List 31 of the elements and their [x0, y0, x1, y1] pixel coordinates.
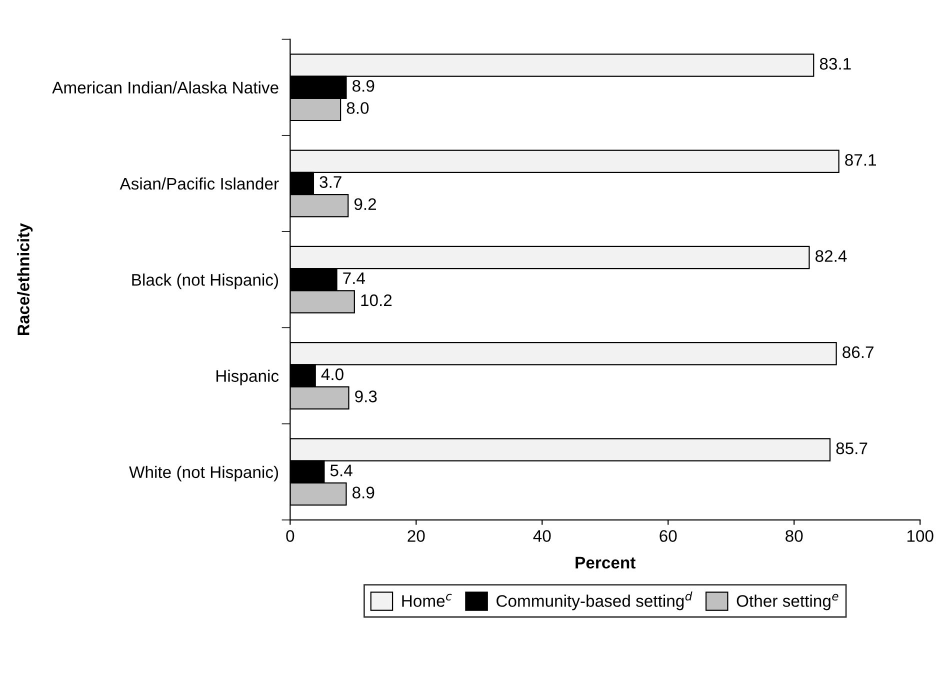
data-label: 3.7: [320, 176, 342, 188]
x-tick-label: 100: [907, 530, 934, 542]
x-axis-title: Percent: [576, 556, 636, 569]
y-tick-label: American Indian/Alaska Native: [52, 81, 278, 94]
y-tick-label: Asian/Pacific Islander: [120, 177, 279, 190]
y-tick-label: White (not Hispanic): [129, 466, 278, 482]
x-tick-label: 80: [786, 530, 803, 542]
y-axis-title: Race/ethnicity: [17, 223, 33, 335]
data-label: 87.1: [845, 154, 876, 166]
data-label: 9.3: [355, 390, 377, 402]
data-label: 86.7: [842, 346, 874, 358]
x-tick-label: 40: [533, 530, 551, 542]
data-label: 85.7: [836, 442, 868, 454]
x-tick-label: 0: [286, 530, 294, 542]
x-tick-label: 20: [408, 530, 425, 542]
data-label: 10.2: [361, 294, 392, 306]
data-label: 4.0: [321, 368, 344, 380]
data-label: 8.0: [346, 102, 369, 114]
legend-label: Home$^{c}$: [402, 594, 452, 607]
y-tick-label: Hispanic: [216, 370, 279, 386]
data-label: 82.4: [816, 250, 847, 262]
data-label: 9.2: [354, 198, 376, 210]
legend-label: Community-based setting$^{d}$: [496, 591, 692, 610]
data-label: 8.9: [352, 80, 374, 92]
x-tick-label: 60: [660, 530, 677, 542]
data-label: 8.9: [352, 486, 374, 498]
data-label: 83.1: [820, 58, 851, 70]
data-label: 5.4: [330, 464, 352, 476]
legend-label: Other setting$^{e}$: [736, 594, 838, 610]
y-tick-label: Black (not Hispanic): [132, 274, 278, 290]
data-label: 7.4: [343, 272, 366, 284]
